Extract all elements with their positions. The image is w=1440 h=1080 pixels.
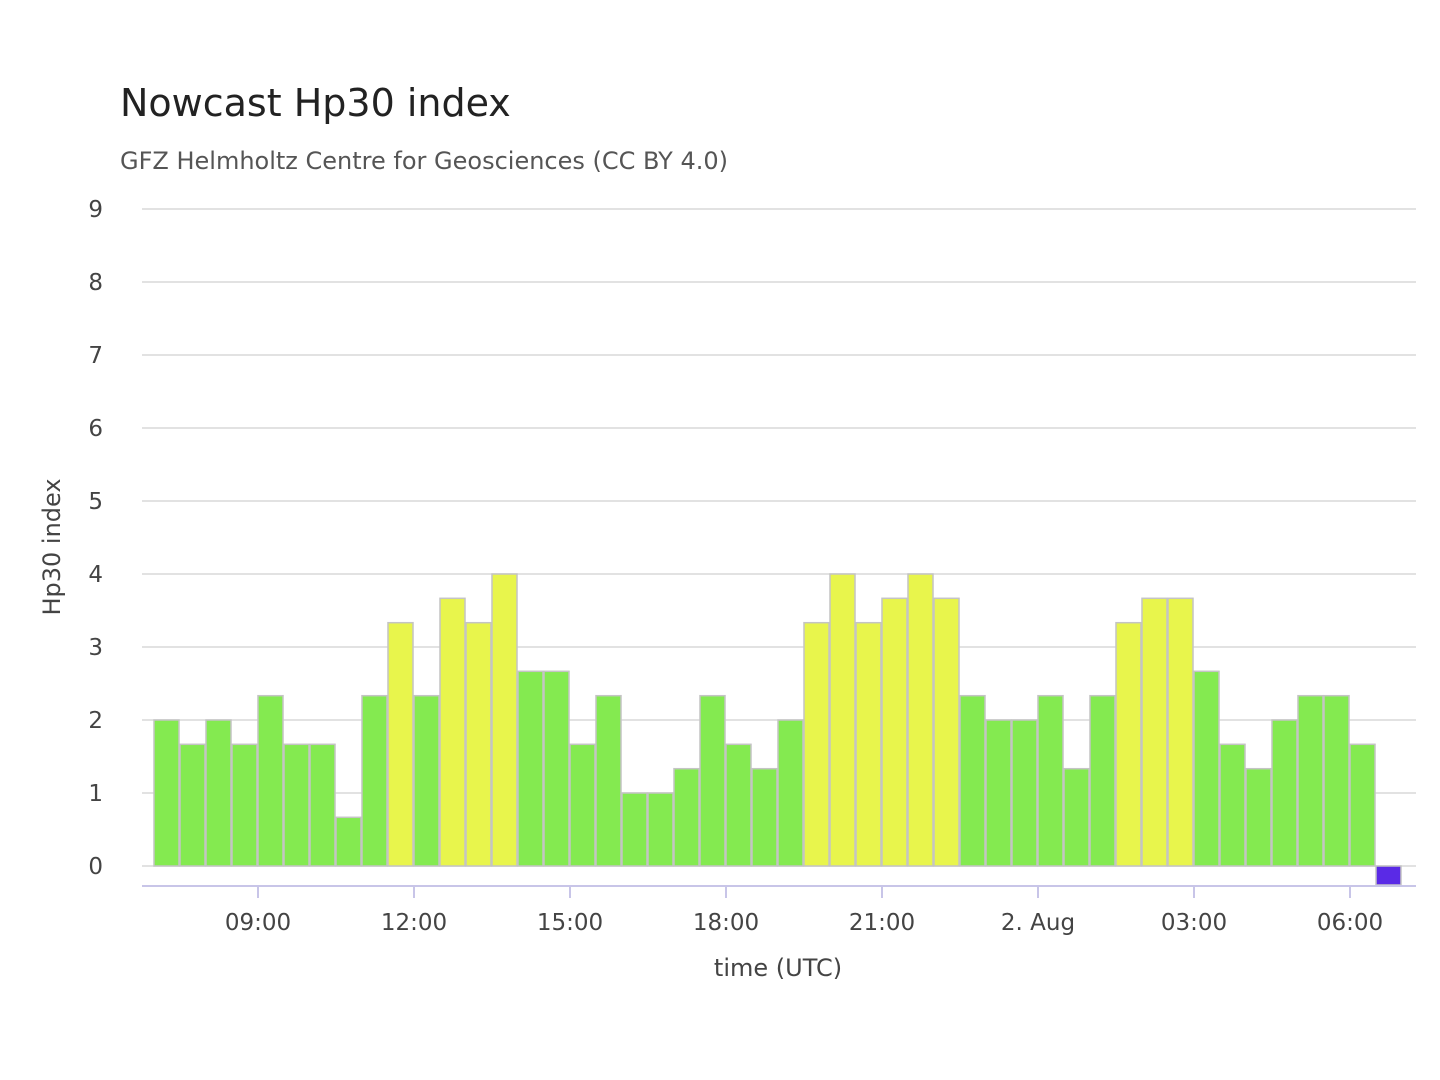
y-tick-label: 1 (88, 781, 103, 807)
x-tick-label: 09:00 (225, 910, 291, 936)
bar (257, 694, 284, 867)
bar (1037, 694, 1064, 867)
bar (959, 694, 986, 867)
bar (491, 573, 518, 867)
y-axis-ticks: 0 1 2 3 4 5 6 7 8 9 (88, 197, 103, 880)
x-tick-label: 18:00 (693, 910, 759, 936)
bar (699, 694, 726, 867)
y-tick-label: 0 (88, 854, 103, 880)
y-tick-label: 8 (88, 270, 103, 296)
y-tick-label: 2 (88, 708, 103, 734)
chart-title: Nowcast Hp30 index (120, 81, 511, 125)
x-tick-label: 21:00 (849, 910, 915, 936)
bar (647, 792, 674, 867)
bar (283, 743, 310, 867)
bar (907, 573, 934, 867)
x-tick-label: 15:00 (537, 910, 603, 936)
x-tick-label: 12:00 (381, 910, 447, 936)
bar (231, 743, 258, 867)
y-tick-label: 6 (88, 416, 103, 442)
bar (1245, 767, 1272, 867)
bar (829, 573, 856, 867)
bar (543, 670, 570, 867)
bar (1349, 743, 1376, 867)
x-tick-label: 03:00 (1161, 910, 1227, 936)
bar (881, 597, 908, 867)
bar (153, 719, 180, 867)
y-tick-label: 5 (88, 489, 103, 515)
bar (413, 694, 440, 867)
bar (985, 719, 1012, 867)
bar (855, 621, 882, 867)
bar (1167, 597, 1194, 867)
bar (621, 792, 648, 867)
bar (751, 767, 778, 867)
gridlines (142, 208, 1416, 867)
bar (465, 621, 492, 867)
y-tick-label: 9 (88, 197, 103, 223)
y-tick-label: 4 (88, 562, 103, 588)
bar (439, 597, 466, 867)
bar (933, 597, 960, 867)
y-tick-label: 7 (88, 343, 103, 369)
x-axis: 09:00 12:00 15:00 18:00 21:00 2. Aug 03:00 06:0… (142, 885, 1416, 936)
bar (205, 719, 232, 867)
bar (1297, 694, 1324, 867)
bar (673, 767, 700, 867)
chart-subtitle: GFZ Helmholtz Centre for Geosciences (CC… (120, 147, 728, 175)
bar (1375, 865, 1402, 886)
y-axis-title: Hp30 index (38, 478, 66, 615)
bar (1063, 767, 1090, 867)
bar (569, 743, 596, 867)
bar (1271, 719, 1298, 867)
bar (1141, 597, 1168, 867)
bar (1115, 621, 1142, 867)
x-axis-title: time (UTC) (714, 954, 842, 982)
x-tick-label: 06:00 (1317, 910, 1383, 936)
bar (517, 670, 544, 867)
y-tick-label: 3 (88, 635, 103, 661)
x-tick-label: 2. Aug (1001, 910, 1075, 936)
bar (1323, 694, 1350, 867)
bar (1011, 719, 1038, 867)
bar (309, 743, 336, 867)
bar (595, 694, 622, 867)
bar (1219, 743, 1246, 867)
bar (1089, 694, 1116, 867)
bar (777, 719, 804, 867)
bar (179, 743, 206, 867)
bar (335, 816, 362, 867)
bar (725, 743, 752, 867)
bar (387, 621, 414, 867)
bar (1193, 670, 1220, 867)
bars (153, 573, 1402, 886)
bar (361, 694, 388, 867)
bar (803, 621, 830, 867)
